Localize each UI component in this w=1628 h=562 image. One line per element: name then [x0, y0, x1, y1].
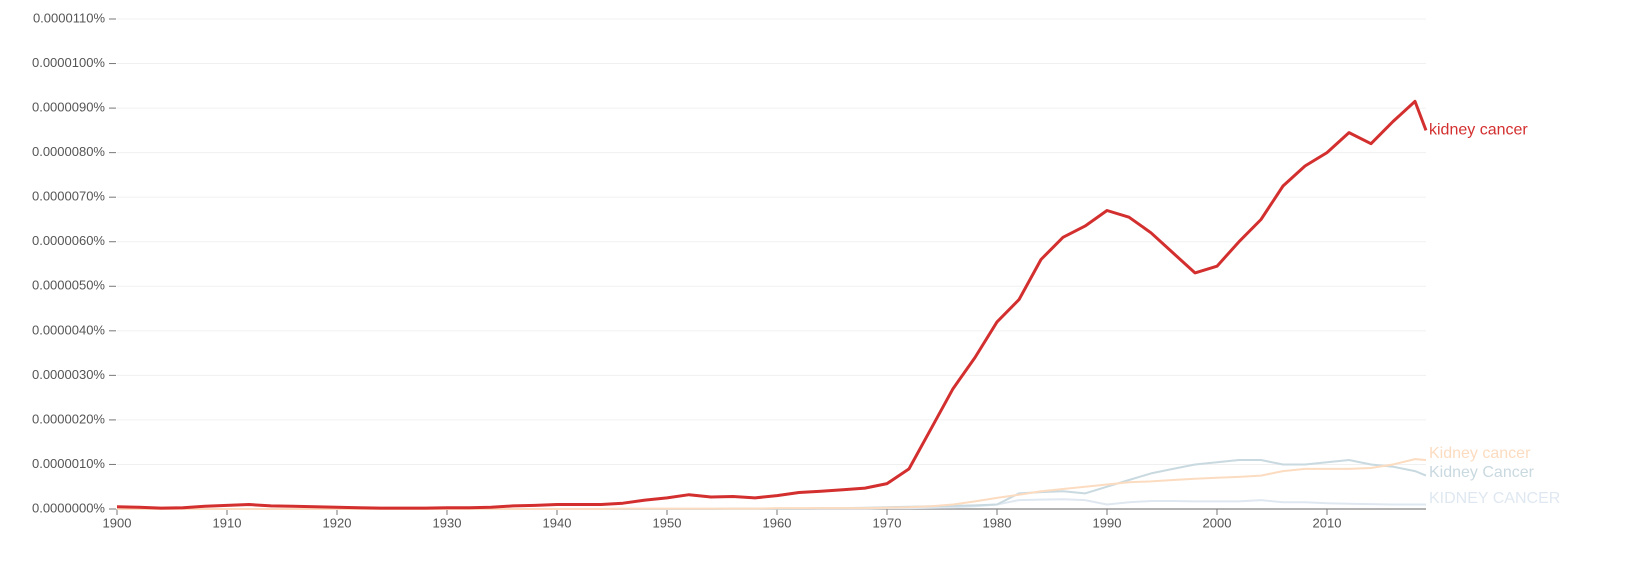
series-label: Kidney Cancer	[1429, 464, 1535, 481]
y-tick-label: 0.0000010%	[32, 456, 105, 471]
x-tick-label: 2010	[1313, 515, 1342, 530]
series-line	[117, 458, 1427, 510]
y-tick-label: 0.0000060%	[32, 233, 105, 248]
y-tick-label: 0.0000000%	[32, 500, 105, 515]
y-tick-label: 0.0000090%	[32, 100, 105, 115]
series-label: kidney cancer	[1429, 122, 1528, 139]
series-line	[116, 99, 1428, 510]
y-tick-label: 0.0000020%	[32, 411, 105, 426]
x-tick-label: 1920	[323, 515, 352, 530]
y-tick-label: 0.0000110%	[33, 10, 105, 25]
x-tick-label: 2000	[1203, 515, 1232, 530]
x-tick-label: 1900	[103, 515, 132, 530]
x-tick-label: 1940	[543, 515, 572, 530]
x-tick-label: 1990	[1093, 515, 1122, 530]
y-tick-label: 0.0000040%	[32, 322, 105, 337]
y-tick-label: 0.0000100%	[32, 55, 105, 70]
y-tick-label: 0.0000070%	[32, 189, 105, 204]
series-label: KIDNEY CANCER	[1429, 490, 1560, 507]
x-tick-label: 1980	[983, 515, 1012, 530]
x-tick-label: 1950	[653, 515, 682, 530]
y-tick-label: 0.0000050%	[32, 278, 105, 293]
x-tick-label: 1960	[763, 515, 792, 530]
x-tick-label: 1910	[213, 515, 242, 530]
y-tick-label: 0.0000030%	[32, 367, 105, 382]
y-tick-label: 0.0000080%	[32, 144, 105, 159]
x-tick-label: 1930	[433, 515, 462, 530]
x-tick-label: 1970	[873, 515, 902, 530]
series-label: Kidney cancer	[1429, 445, 1531, 462]
